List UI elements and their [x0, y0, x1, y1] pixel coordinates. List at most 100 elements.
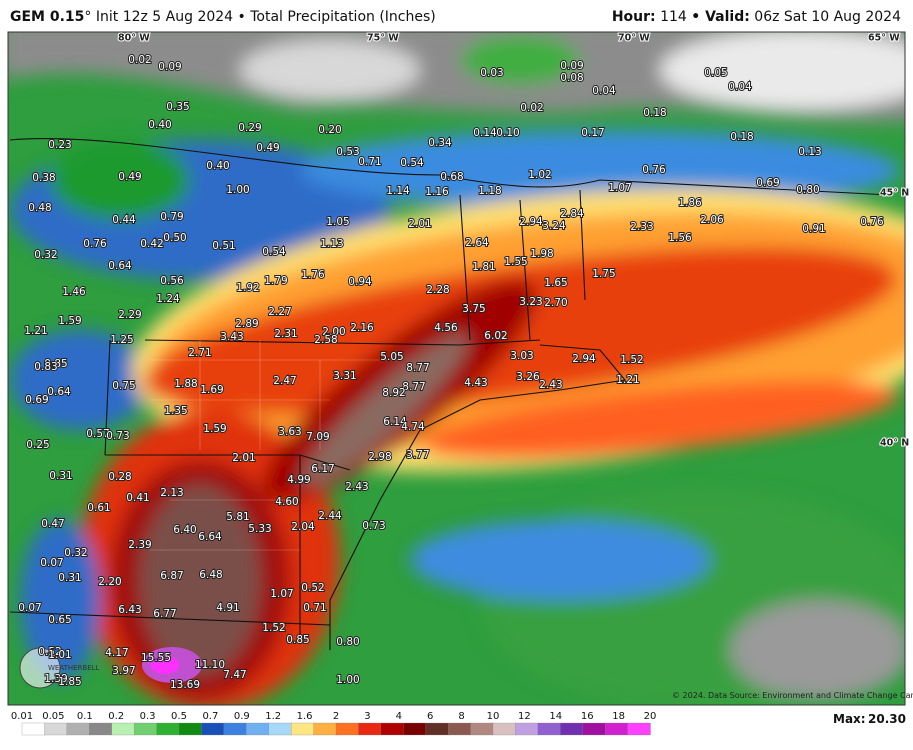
init: ° Init 12z 5 Aug 2024 • Total Precipitat…	[84, 9, 436, 25]
legend-swatch	[560, 722, 584, 736]
precip-label: 0.10	[496, 127, 519, 139]
precip-label: 3.03	[510, 350, 533, 362]
precip-label: 2.33	[630, 221, 653, 233]
precip-label: 0.83	[34, 361, 57, 373]
legend-swatch	[604, 722, 629, 736]
legend-tick: 3	[364, 711, 370, 722]
precip-label: 0.91	[802, 223, 825, 235]
precip-label: 8.92	[382, 387, 405, 399]
precip-label: 1.18	[478, 185, 501, 197]
precip-label: 2.01	[408, 218, 431, 230]
precip-label: 1.75	[592, 268, 615, 280]
precip-label: 0.28	[108, 471, 131, 483]
legend-tick: 0.7	[202, 711, 218, 722]
legend-tick: 18	[612, 711, 625, 722]
precip-label: 0.23	[48, 139, 71, 151]
precip-label: 2.98	[368, 451, 391, 463]
precip-label: 1.21	[616, 374, 639, 386]
legend-swatch	[133, 722, 158, 736]
precip-label: 0.07	[18, 602, 41, 614]
precip-label: 0.32	[64, 547, 87, 559]
grid-label: 80° W	[118, 33, 150, 44]
precip-label: 4.99	[287, 474, 310, 486]
precip-label: 1.07	[608, 182, 631, 194]
logo: WEATHERBELL	[48, 664, 100, 672]
legend-tick: 0.5	[171, 711, 187, 722]
legend-tick: 0.9	[234, 711, 250, 722]
precip-label: 5.05	[380, 351, 403, 363]
precip-label: 2.16	[350, 322, 374, 334]
precip-label: 0.76	[642, 164, 666, 176]
precip-label: 7.09	[306, 431, 329, 443]
precip-label: 2.29	[118, 309, 141, 321]
precip-label: 0.80	[336, 636, 359, 648]
precip-label: 3.77	[406, 449, 429, 461]
legend-swatch	[89, 722, 113, 736]
precip-label: 0.56	[160, 275, 184, 287]
precip-label: 2.58	[314, 334, 337, 346]
precip-label: 6.87	[160, 570, 183, 582]
precip-label: 0.05	[704, 67, 727, 79]
precip-label: 1.85	[58, 676, 81, 688]
precip-label: 0.69	[25, 394, 48, 406]
precip-label: 3.23	[519, 296, 542, 308]
precip-label: 2.00	[322, 326, 345, 338]
precip-label: 2.44	[318, 510, 342, 522]
precip-label: 0.76	[83, 238, 107, 250]
precip-label: 2.89	[235, 318, 258, 330]
precip-label: 3.43	[220, 331, 243, 343]
copyright: © 2024. Data Source: Environment and Cli…	[672, 691, 913, 700]
precip-label: 0.64	[47, 386, 71, 398]
precip-label: 2.20	[98, 576, 121, 588]
precip-label: 0.20	[318, 124, 341, 136]
precip-label: 1.76	[301, 269, 325, 281]
precip-label: 2.43	[539, 379, 562, 391]
precip-label: 0.18	[643, 107, 666, 119]
legend-tick: 0.3	[140, 711, 156, 722]
grid-label: 70° W	[618, 33, 650, 44]
precip-label: 0.54	[262, 246, 286, 258]
legend-tick: 10	[487, 711, 500, 722]
precip-label: 1.79	[264, 275, 287, 287]
legend-tick: 6	[427, 711, 433, 722]
precip-label: 0.79	[160, 211, 183, 223]
precip-label: 0.18	[730, 131, 753, 143]
precip-label: 0.69	[756, 177, 779, 189]
legend-swatch	[111, 722, 135, 736]
precip-label: 4.60	[275, 496, 298, 508]
precip-label: 4.74	[401, 421, 425, 433]
precip-label: 1.88	[174, 378, 197, 390]
precip-label: 4.43	[464, 377, 487, 389]
legend-swatch	[582, 722, 606, 736]
precip-label: 4.17	[105, 647, 128, 659]
legend-swatch	[156, 722, 180, 736]
legend-tick: 8	[458, 711, 464, 722]
legend-swatch	[178, 722, 203, 736]
precip-label: 0.94	[348, 276, 372, 288]
precip-label: 1.39	[44, 673, 67, 685]
precip-label: 8.77	[406, 362, 429, 374]
legend-swatch	[470, 722, 494, 736]
precip-label: 1.16	[425, 186, 449, 198]
legend-tick: 0.2	[108, 711, 124, 722]
precip-label: 5.33	[248, 523, 271, 535]
legend-tick: 2	[333, 711, 339, 722]
precip-label: 0.02	[128, 54, 151, 66]
precip-label: 0.52	[38, 646, 61, 658]
header-right: Hour: 114 • Valid: 06z Sat 10 Aug 2024	[612, 9, 901, 25]
legend-swatch	[268, 722, 292, 736]
precip-label: 13.69	[170, 679, 200, 691]
precip-label: 2.94	[519, 216, 543, 228]
precip-field	[8, 32, 905, 705]
legend-swatch	[492, 722, 517, 736]
precip-label: 1.92	[236, 282, 259, 294]
logo-mark	[19, 647, 61, 689]
precip-label: 3.63	[278, 426, 301, 438]
precip-label: 0.40	[206, 160, 229, 172]
precip-label: 0.03	[480, 67, 503, 79]
precip-label: 0.85	[286, 634, 309, 646]
hour: 114	[660, 9, 687, 25]
precip-label: 0.42	[140, 238, 163, 250]
precip-label: 2.28	[426, 284, 449, 296]
max-value: 20.30	[868, 712, 906, 726]
